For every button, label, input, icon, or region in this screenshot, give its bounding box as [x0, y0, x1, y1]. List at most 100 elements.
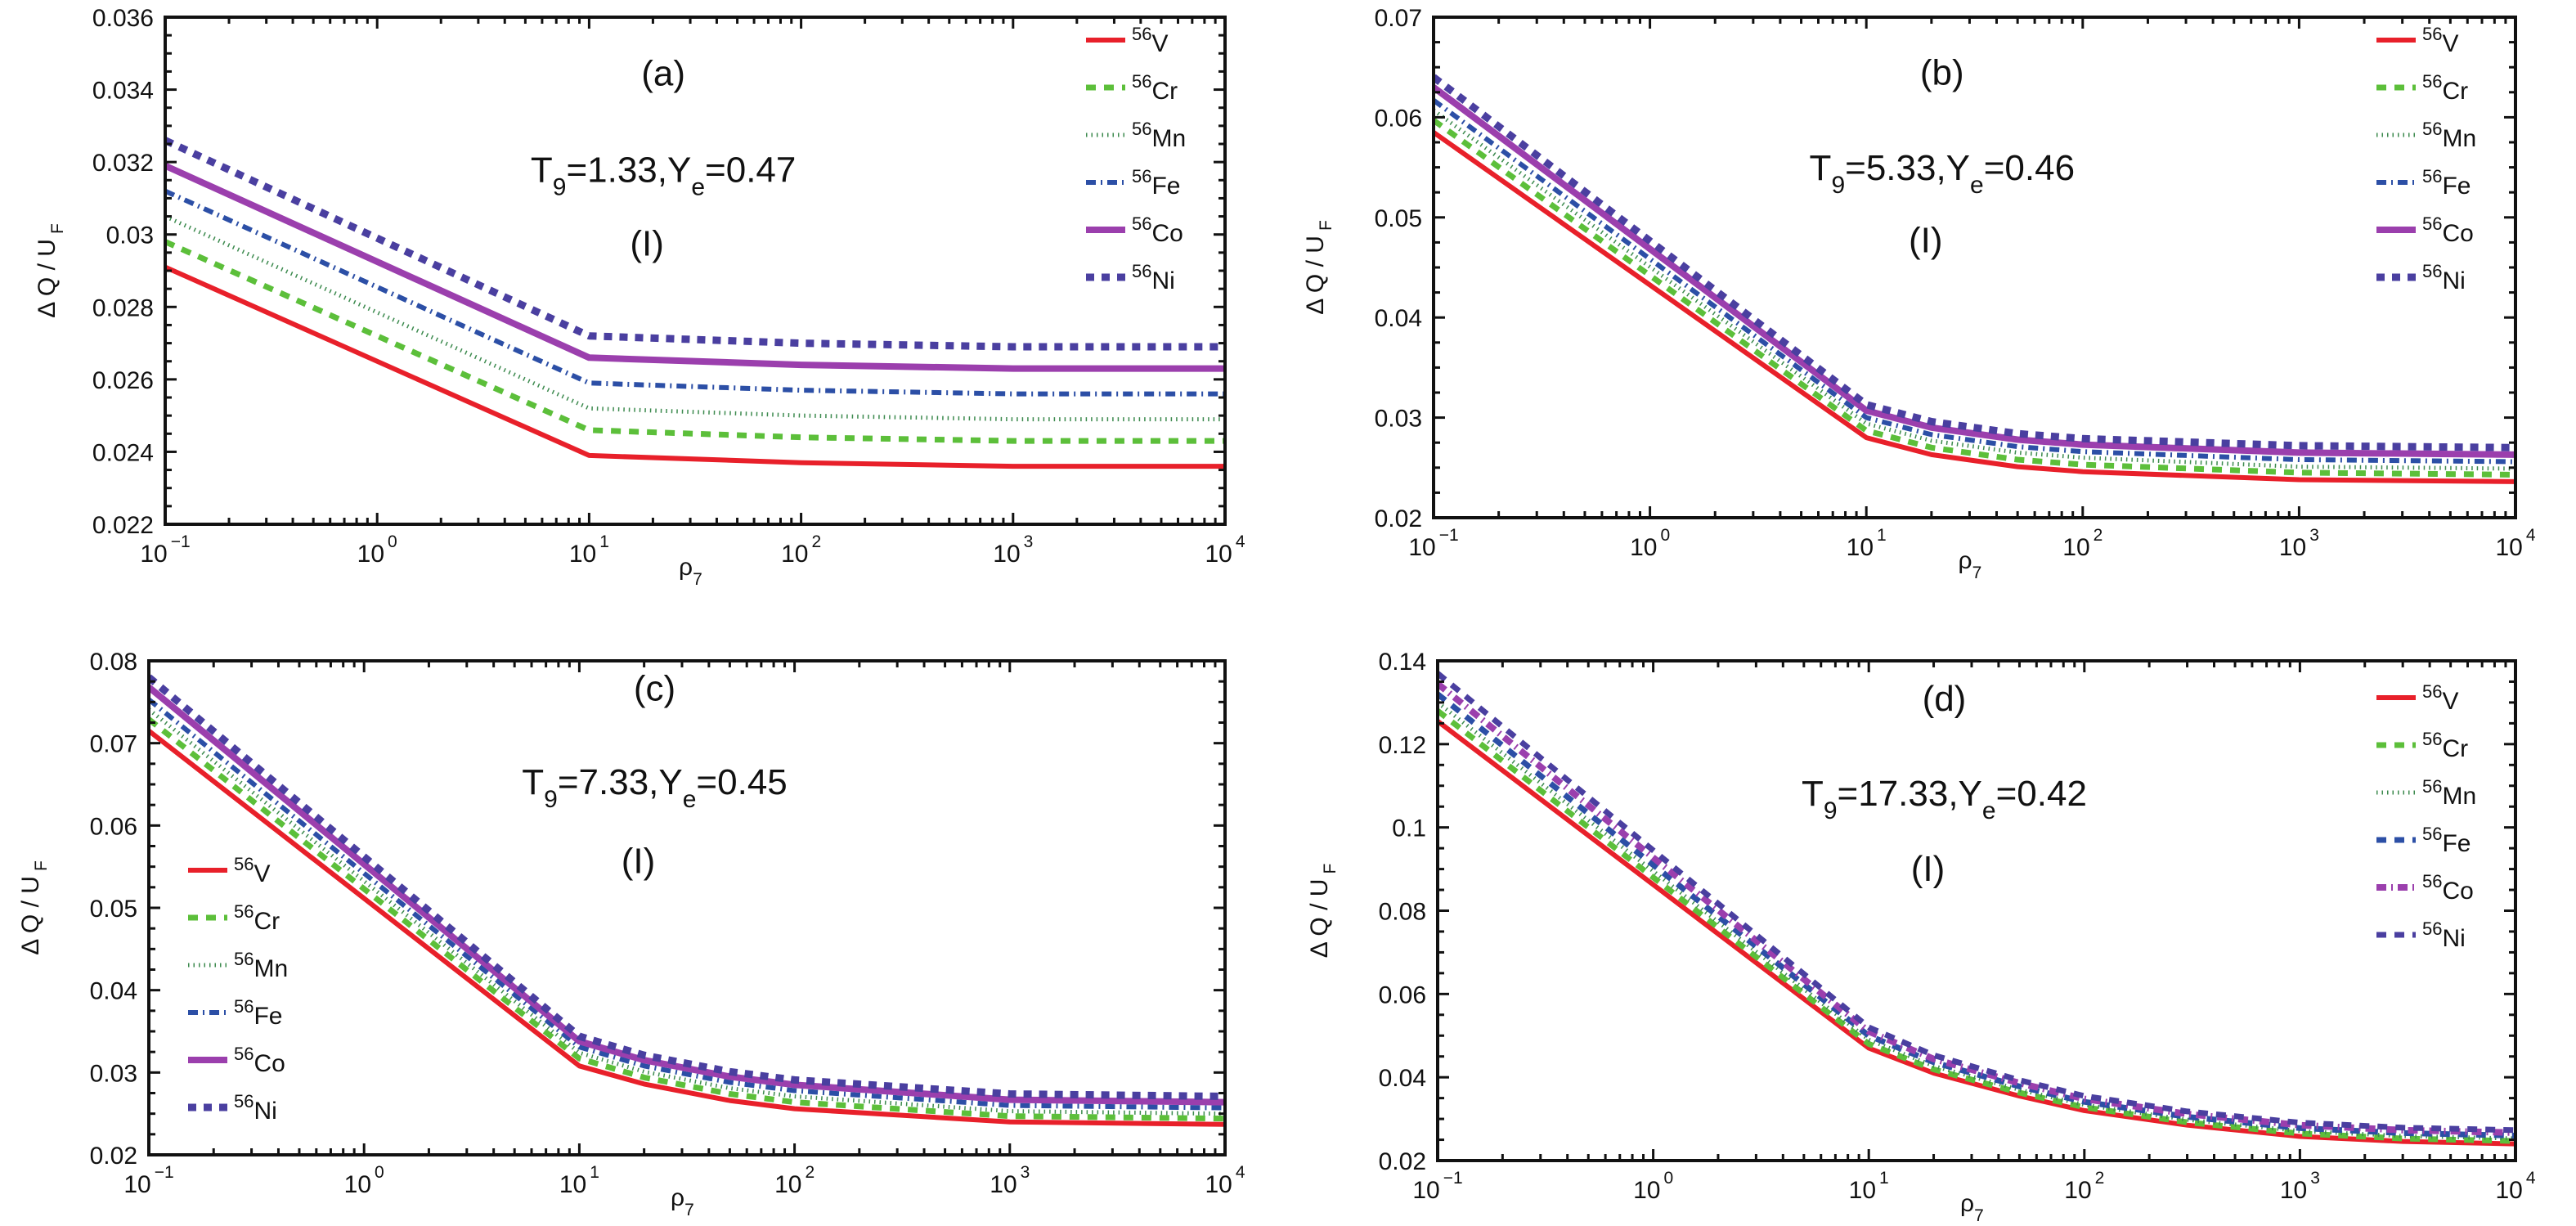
- legend-element: Cr: [2442, 735, 2468, 762]
- x-tick-label: 10 2: [2064, 1169, 2104, 1204]
- legend-item-co: 56Co: [2376, 213, 2474, 247]
- x-tick-base: 10: [990, 1171, 1016, 1198]
- temperature-value: =1.33,Y: [566, 150, 691, 191]
- legend-element: Mn: [1151, 125, 1186, 152]
- legend-element: Ni: [2442, 267, 2465, 294]
- x-tick-base: 10: [2280, 1177, 2307, 1204]
- legend-label: 56Cr: [2422, 729, 2468, 762]
- x-tick-base: 10: [1412, 1177, 1439, 1204]
- legend-label: 56Cr: [234, 901, 280, 935]
- legend-element: Cr: [2442, 78, 2468, 105]
- series-group: [149, 674, 1225, 1127]
- y-tick-label: 0.08: [1379, 899, 1426, 926]
- legend-mass: 56: [2422, 261, 2442, 281]
- y-tick-label: 0.06: [1375, 105, 1422, 132]
- legend-element: Mn: [254, 955, 288, 982]
- y-axis-title: Δ Q / UF: [17, 860, 51, 955]
- legend-label: 56Fe: [1132, 166, 1181, 200]
- series-group: [1438, 671, 2515, 1147]
- y-tick-label: 0.022: [92, 512, 154, 539]
- legend-label: 56Fe: [2422, 824, 2471, 857]
- series-line-ni: [149, 674, 1225, 1100]
- series-line-cr: [165, 239, 1225, 444]
- x-tick-exponent: 1: [599, 532, 609, 551]
- x-tick-base: 10: [1630, 534, 1657, 561]
- legend-mass: 56: [234, 949, 254, 969]
- y-tick-label: 0.03: [106, 222, 154, 249]
- series-line-co: [149, 685, 1225, 1106]
- series-line-v: [1438, 719, 2515, 1147]
- y-tick-label: 0.034: [92, 78, 154, 105]
- y-tick-label: 0.02: [90, 1143, 137, 1170]
- legend-element: Ni: [2442, 925, 2465, 952]
- x-tick-base: 10: [1847, 534, 1874, 561]
- legend-label: 56Fe: [2422, 166, 2471, 200]
- x-tick-base: 10: [1205, 1171, 1232, 1198]
- x-tick-exponent: 2: [2094, 526, 2103, 545]
- panel-label: (c): [634, 668, 675, 708]
- x-tick-exponent: 3: [1021, 1163, 1030, 1182]
- y-tick-label: 0.05: [90, 896, 137, 923]
- x-tick-label: 10 4: [2495, 526, 2535, 561]
- x-tick-label: 10 2: [2062, 526, 2103, 561]
- legend-item-fe: 56Fe: [188, 996, 283, 1030]
- legend-label: 56Fe: [234, 996, 283, 1030]
- legend-element: V: [254, 860, 270, 887]
- x-tick-label: 10 0: [1630, 526, 1670, 561]
- x-tick-label: 10 0: [1633, 1169, 1673, 1204]
- legend-element: V: [2442, 688, 2458, 715]
- case-label: (I): [630, 223, 664, 263]
- y-tick-label: 0.07: [1375, 5, 1422, 32]
- legend-mass: 56: [2422, 166, 2442, 186]
- x-tick-exponent: 4: [2526, 1169, 2536, 1188]
- legend-element: Cr: [1151, 78, 1178, 105]
- legend-item-v: 56V: [2376, 24, 2459, 57]
- legend-element: Co: [254, 1050, 285, 1077]
- legend-label: 56Mn: [2422, 119, 2476, 152]
- y-axis-title: Δ Q / UF: [1306, 864, 1340, 959]
- y-tick-label: 0.026: [92, 367, 154, 394]
- series-line-ni: [1434, 74, 2515, 451]
- legend-label: 56Mn: [1132, 119, 1186, 152]
- y-tick-label: 0.032: [92, 150, 154, 177]
- x-tick-base: 10: [1849, 1177, 1876, 1204]
- legend-label: 56V: [234, 854, 271, 887]
- series-line-mn: [1434, 108, 2515, 471]
- x-tick-label: 10 4: [2495, 1169, 2535, 1204]
- condition-annotation: T9=17.33,Ye=0.42: [1802, 774, 2087, 824]
- y-tick-label: 0.05: [1375, 205, 1422, 232]
- x-axis-title: ρ7: [1959, 547, 1982, 582]
- x-tick-exponent: −1: [155, 1163, 174, 1182]
- plot-frame: [164, 16, 1227, 526]
- y-tick-label: 0.02: [1375, 505, 1422, 532]
- legend-mass: 56: [2422, 681, 2442, 702]
- legend-element: Cr: [254, 908, 280, 935]
- plot-frame: [147, 659, 1227, 1156]
- legend-item-ni: 56Ni: [2376, 918, 2466, 952]
- legend-element: Co: [1151, 220, 1183, 247]
- series-line-mn: [149, 707, 1225, 1116]
- legend-item-cr: 56Cr: [1086, 71, 1178, 105]
- x-tick-label: 10 2: [774, 1163, 815, 1198]
- case-label: (I): [1909, 221, 1943, 261]
- legend-element: Ni: [254, 1098, 276, 1125]
- legend-element: Co: [2442, 220, 2473, 247]
- legend-label: 56Ni: [234, 1091, 277, 1125]
- x-tick-base: 10: [559, 1171, 586, 1198]
- legend-item-cr: 56Cr: [2376, 71, 2468, 105]
- legend-element: Fe: [254, 1003, 282, 1030]
- legend-label: 56Mn: [2422, 776, 2476, 810]
- y-tick-label: 0.12: [1379, 732, 1426, 759]
- x-tick-exponent: 1: [1877, 526, 1887, 545]
- condition-annotation: T9=7.33,Ye=0.45: [522, 762, 788, 813]
- case-label: (I): [622, 842, 656, 882]
- legend-mass: 56: [2422, 213, 2442, 234]
- x-tick-label: 10 2: [781, 532, 821, 568]
- legend-mass: 56: [234, 901, 254, 922]
- series-line-co: [165, 162, 1225, 372]
